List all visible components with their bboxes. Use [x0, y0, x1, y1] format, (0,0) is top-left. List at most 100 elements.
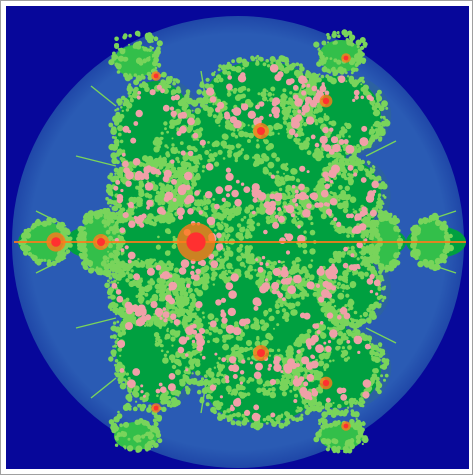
- frond-dot: [245, 206, 249, 210]
- bloom-dot: [285, 233, 294, 242]
- bloom-dot: [139, 315, 147, 323]
- frond-dot: [310, 371, 314, 375]
- frond-dot: [108, 356, 114, 362]
- frond-dot: [288, 381, 294, 386]
- frond-dot: [191, 181, 198, 187]
- frond-dot: [238, 130, 245, 138]
- frond-dot: [384, 266, 388, 271]
- bloom-dot: [292, 198, 297, 203]
- bloom-dot: [162, 311, 170, 319]
- frond-dot: [105, 207, 111, 213]
- frond-dot: [209, 156, 216, 162]
- bloom-dot: [146, 205, 150, 210]
- frond-dot: [238, 235, 245, 241]
- frond-dot: [105, 196, 109, 201]
- frond-dot: [370, 343, 374, 346]
- frond-dot: [338, 338, 344, 344]
- frond-dot: [238, 384, 244, 391]
- frond-dot: [269, 264, 276, 271]
- frond-dot: [298, 200, 304, 205]
- frond-dot: [379, 129, 386, 137]
- frond-dot: [81, 261, 86, 266]
- frond-dot: [342, 207, 349, 214]
- frond-dot: [114, 221, 119, 226]
- frond-dot: [20, 243, 27, 251]
- frond-dot: [340, 189, 347, 196]
- bloom-dot: [168, 384, 175, 391]
- bloom-dot: [124, 245, 129, 250]
- frond-dot: [275, 157, 281, 162]
- frond-dot: [116, 337, 119, 341]
- frond-dot: [284, 302, 289, 307]
- bloom-dot: [172, 197, 177, 202]
- frond-dot: [157, 335, 161, 339]
- bloom-dot: [315, 283, 321, 288]
- frond-dot: [389, 212, 393, 216]
- bloom-dot: [361, 125, 368, 132]
- frond-dot: [344, 194, 351, 201]
- frond-dot: [252, 156, 255, 159]
- frond-dot: [371, 256, 377, 262]
- frond-dot: [246, 225, 250, 229]
- frond-dot: [365, 312, 368, 315]
- frond-dot: [346, 226, 353, 233]
- frond-dot: [188, 353, 194, 358]
- frond-dot: [259, 422, 264, 427]
- frond-dot: [349, 443, 355, 450]
- frond-dot: [377, 286, 382, 292]
- frond-dot: [114, 372, 117, 376]
- frond-dot: [233, 87, 238, 92]
- frond-dot: [374, 128, 379, 132]
- frond-dot: [154, 38, 157, 41]
- frond-dot: [380, 115, 383, 119]
- bloom-dot: [320, 189, 329, 198]
- frond-dot: [151, 55, 154, 58]
- frond-dot: [345, 80, 348, 83]
- frond-dot: [138, 299, 144, 304]
- bloom-dot: [121, 152, 126, 157]
- frond-dot: [26, 246, 30, 250]
- frond-dot: [175, 369, 181, 376]
- frond-dot: [444, 244, 450, 251]
- frond-dot: [212, 114, 217, 119]
- frond-dot: [359, 37, 366, 43]
- frond-dot: [262, 62, 267, 67]
- bloom-dot: [133, 307, 139, 313]
- bloom-dot: [269, 378, 276, 386]
- frond-dot: [366, 251, 369, 254]
- bloom-dot: [238, 318, 247, 327]
- frond-dot: [370, 246, 373, 250]
- bloom-dot: [251, 189, 261, 199]
- bloom-dot: [357, 266, 361, 270]
- bloom-dot: [353, 89, 360, 96]
- bloom-dot: [294, 203, 299, 207]
- frond-dot: [280, 163, 288, 170]
- frond-dot: [287, 351, 291, 355]
- frond-dot: [357, 164, 365, 172]
- frond-dot: [244, 207, 251, 214]
- frond-dot: [180, 201, 185, 205]
- frond-dot: [227, 149, 233, 155]
- frond-dot: [347, 176, 353, 182]
- frond-dot: [112, 212, 117, 218]
- frond-dot: [283, 67, 290, 74]
- frond-dot: [397, 228, 401, 233]
- frond-dot: [324, 405, 330, 411]
- frond-dot: [117, 347, 123, 352]
- frond-dot: [257, 92, 261, 96]
- bloom-dot: [113, 185, 119, 191]
- frond-dot: [332, 408, 339, 415]
- frond-dot: [156, 144, 161, 149]
- frond-dot: [201, 200, 207, 206]
- frond-dot: [106, 259, 110, 263]
- frond-dot: [227, 269, 232, 274]
- bloom-dot: [209, 320, 217, 328]
- frond-dot: [177, 150, 181, 154]
- bloom-dot: [264, 278, 269, 282]
- frond-dot: [326, 32, 330, 37]
- fractal-canvas: [6, 6, 469, 469]
- bloom-dot: [345, 144, 355, 154]
- frond-dot: [91, 213, 94, 216]
- frond-dot: [133, 435, 139, 442]
- frond-dot: [284, 178, 288, 182]
